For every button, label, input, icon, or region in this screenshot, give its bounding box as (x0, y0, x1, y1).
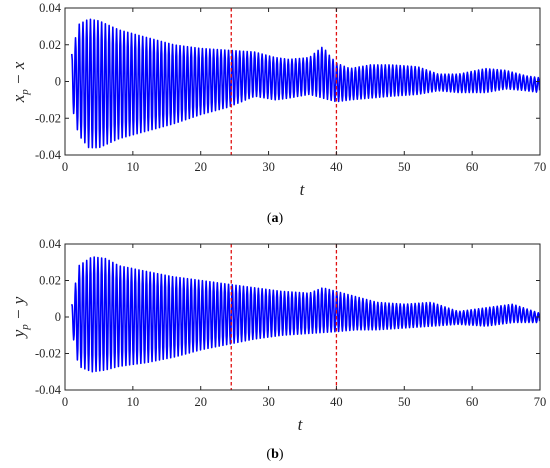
panel-a-y-tick-label-4: 0.04 (39, 1, 62, 15)
panel-b-y-tick-label-0: -0.04 (35, 383, 62, 397)
panel-b-y-tick-labels: -0.04 -0.02 0 0.02 0.04 (35, 237, 62, 397)
panel-a-x-tick-label-5: 50 (398, 160, 411, 174)
panel-a-x-tick-label-2: 20 (194, 160, 207, 174)
panel-b-x-tick-label-2: 20 (194, 395, 207, 409)
panel-b: 0 10 20 30 40 50 60 70 -0.04 -0.02 0 0.02 0.04 t yp… (9, 237, 546, 462)
panel-a-traces (70, 18, 541, 149)
panel-b-ticks (64, 243, 541, 391)
panel-a-x-axis-label: t (300, 180, 306, 199)
panel-a-x-tick-label-4: 40 (330, 160, 343, 174)
panel-a-y-tick-labels: -0.04 -0.02 0 0.02 0.04 (35, 1, 62, 162)
panel-b-x-tick-label-4: 40 (330, 395, 343, 409)
panel-a-x-tick-labels: 0 10 20 30 40 50 60 70 (62, 160, 546, 174)
panel-b-y-tick-label-2: 0 (55, 310, 61, 324)
panel-a-x-tick-label-1: 10 (127, 160, 140, 174)
panel-a-y-tick-label-3: 0.02 (39, 38, 61, 52)
panel-a-y-axis-label: xp − x (9, 61, 31, 103)
panel-a-y-tick-label-0: -0.04 (35, 148, 62, 162)
panel-a-y-tick-label-2: 0 (55, 75, 61, 89)
panel-b-caption: (b) (266, 447, 283, 462)
panel-a-vlines (230, 8, 338, 155)
panel-a-x-tick-label-6: 60 (466, 160, 479, 174)
panel-b-y-tick-label-1: -0.02 (35, 347, 61, 361)
panel-a-x-tick-label-7: 70 (534, 160, 547, 174)
panel-b-x-tick-label-7: 70 (534, 395, 547, 409)
panel-b-traces (71, 256, 541, 373)
panel-b-x-tick-label-5: 50 (398, 395, 411, 409)
panel-b-y-tick-label-3: 0.02 (39, 274, 61, 288)
panel-a-y-tick-label-1: -0.02 (35, 111, 61, 125)
panel-b-y-tick-label-4: 0.04 (39, 237, 62, 251)
panel-b-series-0-line (71, 256, 541, 373)
panel-b-x-tick-label-3: 30 (262, 395, 275, 409)
panel-b-vlines (230, 244, 338, 390)
panel-b-x-tick-label-1: 10 (127, 395, 140, 409)
panel-b-x-axis-label: t (298, 415, 304, 434)
panel-b-x-tick-label-6: 60 (466, 395, 479, 409)
panel-a: 0 10 20 30 40 50 60 70 -0.04 -0.02 0 0.02 0.04 t xp… (9, 1, 546, 226)
panel-a-x-tick-label-3: 30 (262, 160, 275, 174)
panel-b-x-tick-label-0: 0 (62, 395, 68, 409)
panel-a-series-0-line (70, 18, 541, 149)
panel-a-caption: (a) (267, 211, 284, 226)
panel-a-ticks (64, 7, 541, 156)
panel-b-x-tick-labels: 0 10 20 30 40 50 60 70 (62, 395, 546, 409)
panel-a-x-tick-label-0: 0 (62, 160, 68, 174)
panel-b-y-axis-label: yp − y (9, 296, 31, 339)
